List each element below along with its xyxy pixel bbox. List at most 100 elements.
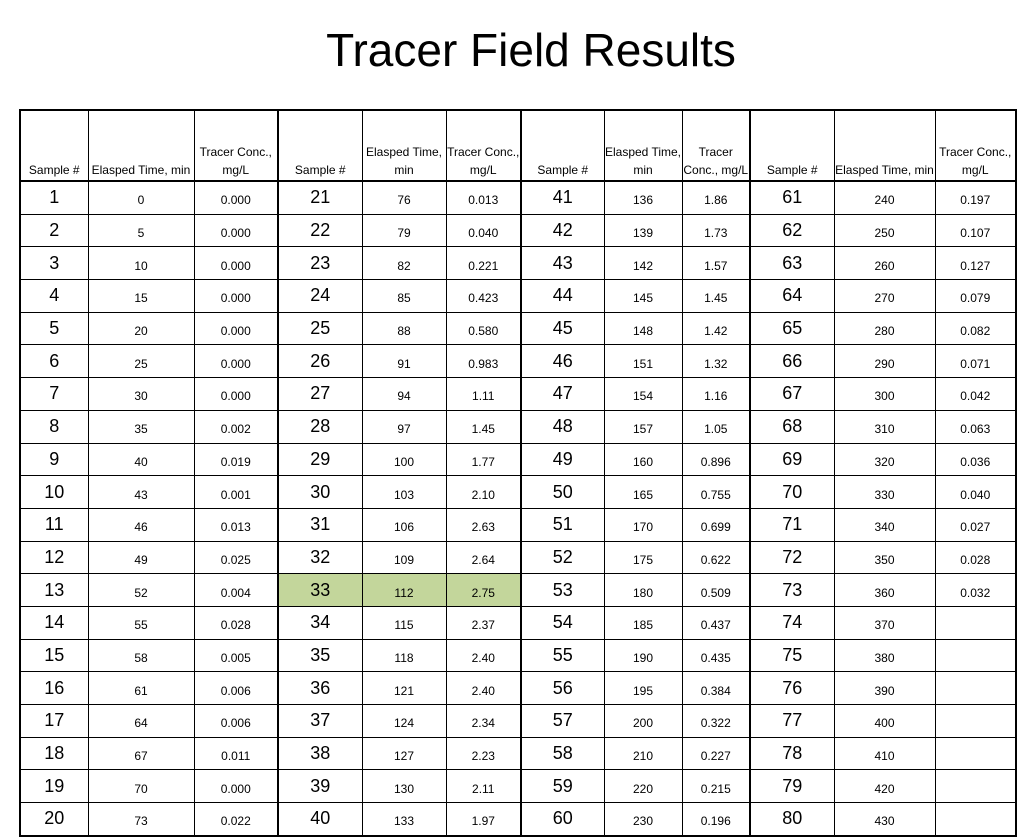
elapsed-time-cell: 79: [361, 213, 447, 248]
sample-cell: 22: [277, 213, 363, 248]
tracer-conc-cell: 1.77: [445, 442, 522, 477]
tracer-conc-cell: 0.040: [445, 213, 522, 248]
tracer-conc-cell: 1.32: [681, 344, 751, 379]
tracer-conc-cell: 2.34: [445, 704, 522, 738]
tracer-conc-cell: 1.97: [445, 802, 522, 837]
table-row: 8 35 0.002 28 97 1.45 48 157 1.05 68 310 0.063: [19, 409, 1017, 444]
tracer-conc-cell: 0.006: [193, 671, 279, 705]
tracer-conc-cell: 1.73: [681, 213, 751, 248]
tracer-conc-cell: 1.11: [445, 377, 522, 411]
elapsed-time-cell: 270: [833, 279, 936, 313]
sample-cell: 43: [520, 246, 605, 281]
elapsed-time-cell: 46: [87, 507, 195, 542]
sample-cell: 15: [19, 638, 89, 673]
sample-cell: 25: [277, 311, 363, 346]
tracer-conc-cell: 2.23: [445, 736, 522, 771]
elapsed-time-cell: 154: [603, 377, 683, 411]
sample-cell: 17: [19, 704, 89, 738]
elapsed-time-cell: 139: [603, 213, 683, 248]
sample-cell: 74: [749, 605, 835, 640]
sample-cell: 61: [749, 180, 835, 215]
sample-header: Sample #: [520, 109, 605, 182]
tracer-conc-cell: 2.11: [445, 769, 522, 804]
sample-cell: 35: [277, 638, 363, 673]
sample-cell: 53: [520, 573, 605, 607]
tracer-conc-cell: 0.221: [445, 246, 522, 281]
sample-cell: 55: [520, 638, 605, 673]
table-row: 14 55 0.028 34 115 2.37 54 185 0.437 74 370: [19, 605, 1017, 640]
tracer-conc-cell: 2.10: [445, 475, 522, 509]
elapsed-time-cell: 76: [361, 180, 447, 215]
sample-cell: 76: [749, 671, 835, 705]
elapsed-time-cell: 55: [87, 605, 195, 640]
sample-cell: 70: [749, 475, 835, 509]
tracer-conc-cell: 0.071: [934, 344, 1017, 379]
elapsed-time-cell: 210: [603, 736, 683, 771]
elapsed-time-cell: 180: [603, 573, 683, 607]
sample-cell: 50: [520, 475, 605, 509]
elapsed-time-cell: 430: [833, 802, 936, 837]
tracer-conc-cell: 0.622: [681, 540, 751, 575]
tracer-conc-cell: 0.755: [681, 475, 751, 509]
tracer-conc-cell: 0.022: [193, 802, 279, 837]
tracer-conc-cell: 0.196: [681, 802, 751, 837]
elapsed-time-cell: 170: [603, 507, 683, 542]
elapsed-time-cell: 70: [87, 769, 195, 804]
elapsed-time-cell: 157: [603, 409, 683, 444]
elapsed-time-cell: 350: [833, 540, 936, 575]
sample-cell: 60: [520, 802, 605, 837]
tracer-conc-cell: 0.063: [934, 409, 1017, 444]
tracer-conc-cell: 0.000: [193, 377, 279, 411]
elapsed-time-cell: 67: [87, 736, 195, 771]
elapsed-time-cell: 310: [833, 409, 936, 444]
sample-cell: 44: [520, 279, 605, 313]
elapsed-time-header: Elasped Time, min: [603, 109, 683, 182]
tracer-results-table: Sample # Elasped Time, min Tracer Conc., m…: [19, 109, 1017, 837]
tracer-conc-cell: 0.006: [193, 704, 279, 738]
tracer-conc-cell: 1.57: [681, 246, 751, 281]
elapsed-time-cell: 190: [603, 638, 683, 673]
elapsed-time-cell: 260: [833, 246, 936, 281]
tracer-conc-cell: 0.423: [445, 279, 522, 313]
table-row: 16 61 0.006 36 121 2.40 56 195 0.384 76 390: [19, 671, 1017, 705]
sample-cell: 56: [520, 671, 605, 705]
tracer-conc-cell: 0.040: [934, 475, 1017, 509]
tracer-conc-cell: 0.019: [193, 442, 279, 477]
elapsed-time-cell: 20: [87, 311, 195, 346]
tracer-conc-cell: 0.322: [681, 704, 751, 738]
tracer-conc-cell: 0.013: [445, 180, 522, 215]
sample-cell: 42: [520, 213, 605, 248]
tracer-conc-cell: 0.437: [681, 605, 751, 640]
elapsed-time-cell: 82: [361, 246, 447, 281]
table-row: 4 15 0.000 24 85 0.423 44 145 1.45 64 270 0.079: [19, 279, 1017, 313]
elapsed-time-cell: 5: [87, 213, 195, 248]
sample-cell: 40: [277, 802, 363, 837]
elapsed-time-cell: 290: [833, 344, 936, 379]
elapsed-time-cell: 360: [833, 573, 936, 607]
tracer-conc-cell: 0.509: [681, 573, 751, 607]
table-row: 7 30 0.000 27 94 1.11 47 154 1.16 67 300 0.042: [19, 377, 1017, 411]
elapsed-time-cell: 30: [87, 377, 195, 411]
tracer-conc-cell: 0.013: [193, 507, 279, 542]
sample-cell: 38: [277, 736, 363, 771]
tracer-conc-header: Tracer Conc., mg/L: [445, 109, 522, 182]
tracer-conc-cell: 0.025: [193, 540, 279, 575]
page-title: Tracer Field Results: [326, 24, 736, 76]
sample-cell: 27: [277, 377, 363, 411]
tracer-conc-cell: 0.000: [193, 213, 279, 248]
sample-cell: 24: [277, 279, 363, 313]
tracer-conc-cell: 0.082: [934, 311, 1017, 346]
elapsed-time-cell: 121: [361, 671, 447, 705]
sample-cell: 31: [277, 507, 363, 542]
tracer-conc-cell: [934, 638, 1017, 673]
table-row: 13 52 0.004 33 112 2.75 53 180 0.509 73 360 0.032: [19, 573, 1017, 607]
elapsed-time-cell: 52: [87, 573, 195, 607]
table-row: 17 64 0.006 37 124 2.34 57 200 0.322 77 400: [19, 704, 1017, 738]
tracer-conc-cell: 1.45: [681, 279, 751, 313]
elapsed-time-cell: 400: [833, 704, 936, 738]
sample-cell: 49: [520, 442, 605, 477]
tracer-conc-cell: 0.000: [193, 246, 279, 281]
elapsed-time-cell: 130: [361, 769, 447, 804]
table-row: 9 40 0.019 29 100 1.77 49 160 0.896 69 320 0.036: [19, 442, 1017, 477]
elapsed-time-header: Elasped Time, min: [87, 109, 195, 182]
